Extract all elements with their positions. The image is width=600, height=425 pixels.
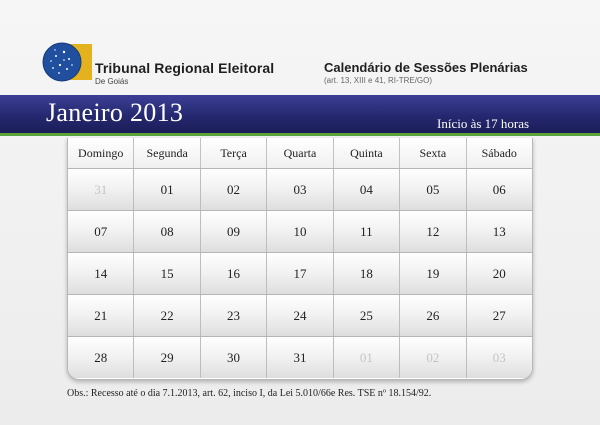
day-cell: 23 [200, 295, 268, 336]
recess-note: Obs.: Recesso até o dia 7.1.2013, art. 6… [67, 388, 432, 399]
day-cell: 04 [333, 169, 401, 210]
tre-logo-icon [42, 42, 92, 82]
weekday-sunday: Domingo [68, 138, 135, 168]
day-cell: 05 [400, 169, 467, 210]
day-cell: 18 [333, 253, 401, 294]
session-start-time: Início às 17 horas [437, 116, 530, 131]
day-cell: 29 [134, 337, 201, 378]
weekday-friday: Sexta [400, 138, 467, 168]
day-cell: 22 [134, 295, 201, 336]
day-cell: 15 [134, 253, 201, 294]
day-cell: 11 [333, 211, 401, 252]
day-cell: 30 [200, 337, 268, 378]
weekday-wednesday: Quarta [267, 138, 334, 168]
calendar-subtitle: (art. 13, XIII e 41, RI-TRE/GO) [324, 76, 433, 85]
day-cell: 31 [267, 337, 334, 378]
week-row: 28 29 30 31 01 02 03 [68, 337, 532, 378]
weekday-saturday: Sábado [481, 145, 517, 160]
day-cell: 20 [466, 253, 532, 294]
week-row: 07 08 09 10 11 12 13 [68, 211, 532, 253]
calendar-title: Calendário de Sessões Plenárias [324, 60, 528, 75]
week-row: 14 15 16 17 18 19 20 [68, 253, 532, 295]
week-row: 31 01 02 03 04 05 06 [68, 169, 532, 211]
day-cell: 25 [333, 295, 401, 336]
day-cell-outside-month: 31 [68, 169, 135, 210]
day-cell-outside-month: 02 [400, 337, 467, 378]
day-cell: 03 [267, 169, 334, 210]
banner-divider [0, 133, 600, 136]
weekday-thursday: Quinta [334, 138, 401, 168]
week-row: 21 22 23 24 25 26 27 [68, 295, 532, 337]
day-cell: 13 [466, 211, 532, 252]
weekday-monday: Segunda [134, 138, 201, 168]
calendar-weeks: 31 01 02 03 04 05 06 07 08 09 10 11 12 13 14 15 16 17 18 19… [68, 169, 532, 378]
day-cell-outside-month: 03 [466, 337, 532, 378]
day-cell: 27 [466, 295, 532, 336]
day-cell: 21 [68, 295, 135, 336]
day-cell: 12 [400, 211, 467, 252]
day-cell: 26 [400, 295, 467, 336]
day-cell: 19 [400, 253, 467, 294]
weekday-header-row: Domingo Segunda Terça Quarta Quinta Sext… [68, 138, 532, 169]
day-cell: 09 [200, 211, 268, 252]
day-cell: 14 [68, 253, 135, 294]
day-cell: 07 [68, 211, 135, 252]
day-cell: 06 [466, 169, 532, 210]
day-cell-outside-month: 01 [333, 337, 401, 378]
org-name: Tribunal Regional Eleitoral [95, 60, 275, 76]
day-cell: 28 [68, 337, 135, 378]
weekday-tuesday: Terça [201, 138, 268, 168]
month-title: Janeiro 2013 [46, 98, 184, 127]
month-banner [0, 95, 600, 133]
day-cell: 10 [267, 211, 334, 252]
day-cell: 16 [200, 253, 268, 294]
calendar-grid: Domingo Segunda Terça Quarta Quinta Sext… [67, 138, 533, 380]
org-subtitle: De Goiás [95, 77, 129, 86]
day-cell: 08 [134, 211, 201, 252]
day-cell: 02 [200, 169, 268, 210]
day-cell: 24 [267, 295, 334, 336]
day-cell: 01 [134, 169, 201, 210]
day-cell: 17 [267, 253, 334, 294]
